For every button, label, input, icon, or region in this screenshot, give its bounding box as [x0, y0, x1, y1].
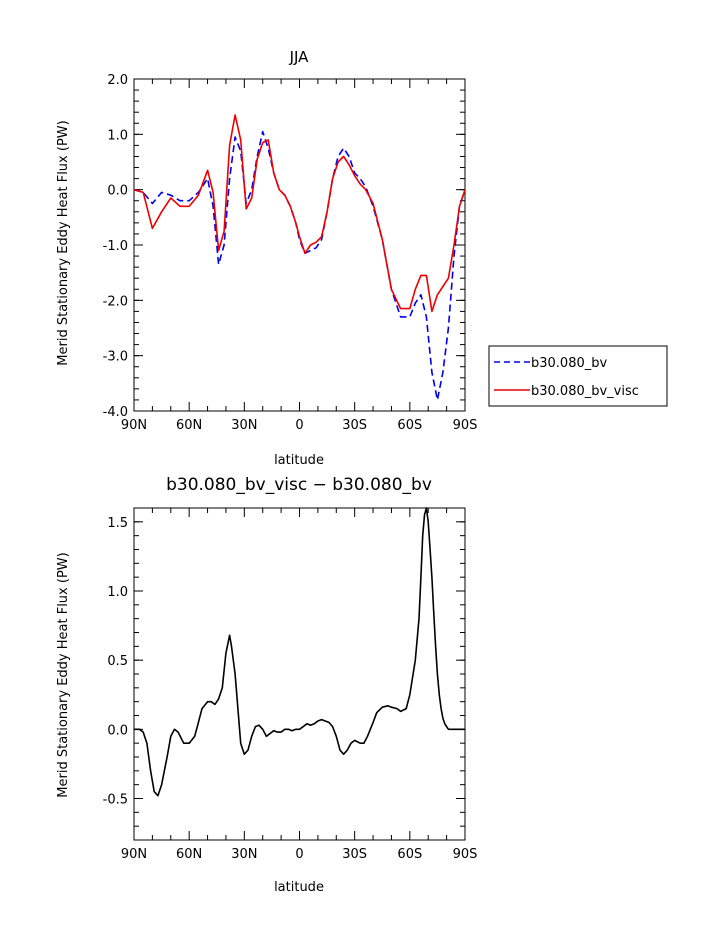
bottom-x-axis-label: latitude: [274, 880, 324, 895]
top-y-tick-label: 2.0: [107, 73, 128, 88]
top-x-tick-label: 60N: [176, 418, 202, 433]
top-x-tick-label: 30N: [231, 418, 257, 433]
top-series-line-1: [133, 114, 466, 313]
top-x-tick-label: 30S: [342, 418, 367, 433]
bot-y-tick-label: 0.5: [107, 654, 128, 669]
top-plot-frame: [133, 78, 466, 412]
bottom-title: b30.080_bv_visc − b30.080_bv: [166, 475, 432, 495]
top-x-tick-label: 60S: [397, 418, 422, 433]
top-y-tick-label: -1.0: [103, 239, 128, 254]
top-panel: JJA 2.0 1.0 0.0 -1.0 -2.0 -3.0 -4.0 90N 60N 30N 0…: [56, 48, 668, 468]
top-y-tick-label: 1.0: [107, 128, 128, 143]
legend-label-bv: b30.080_bv: [531, 356, 607, 371]
bottom-y-axis-label: Merid Stationary Eddy Heat Flux (PW): [56, 552, 71, 797]
bot-y-tick-label: 0.0: [107, 723, 128, 738]
top-x-tick-label: 90N: [121, 418, 147, 433]
bot-y-tick-label: -0.5: [103, 793, 128, 808]
bot-x-tick-label: 90S: [453, 847, 478, 862]
legend-box: [488, 345, 668, 407]
top-x-axis-label: latitude: [274, 453, 324, 468]
top-title: JJA: [289, 48, 310, 66]
bot-x-tick-label: 30S: [342, 847, 367, 862]
bot-x-tick-label: 60S: [397, 847, 422, 862]
bot-x-tick-label: 60N: [176, 847, 202, 862]
bot-y-tick-label: 1.0: [107, 585, 128, 600]
legend-label-bv-visc: b30.080_bv_visc: [531, 384, 639, 399]
bot-x-tick-label: 90N: [121, 847, 147, 862]
top-y-tick-label: -3.0: [103, 350, 128, 365]
bottom-panel: b30.080_bv_visc − b30.080_bv 1.5 1.0 0.5 0.…: [56, 475, 477, 895]
top-x-tick-label: 0: [295, 418, 303, 433]
bot-plot-frame: [133, 507, 466, 841]
bot-x-tick-label: 0: [295, 847, 303, 862]
top-y-tick-label: -2.0: [103, 294, 128, 309]
top-y-axis-label: Merid Stationary Eddy Heat Flux (PW): [56, 120, 71, 365]
bot-series-line-0: [134, 507, 465, 797]
top-y-tick-label: -4.0: [103, 405, 128, 420]
top-x-tick-label: 90S: [453, 418, 478, 433]
top-series-line-0: [133, 130, 466, 401]
bot-x-tick-label: 30N: [231, 847, 257, 862]
bot-y-tick-label: 1.5: [107, 516, 128, 531]
top-y-tick-label: 0.0: [107, 184, 128, 199]
legend: b30.080_bv b30.080_bv_visc: [488, 345, 668, 407]
